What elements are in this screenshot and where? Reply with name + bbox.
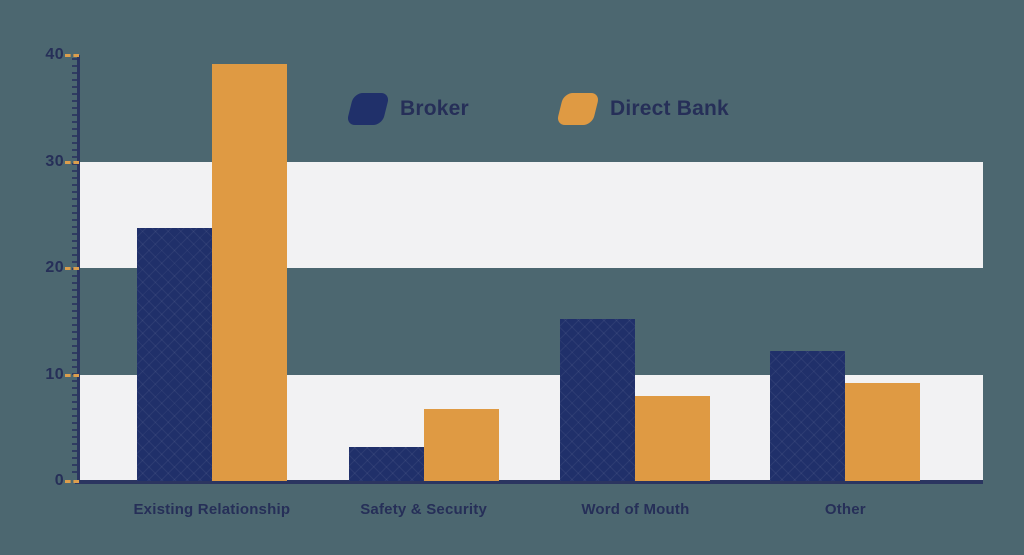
bar-broker-word-of-mouth xyxy=(560,319,636,481)
bar-direct-bank-other xyxy=(845,383,921,481)
y-tick-label-30: 30 xyxy=(45,152,64,170)
x-axis-label-existing-relationship: Existing Relationship xyxy=(133,501,291,518)
bar-broker-existing-relationship xyxy=(136,228,212,481)
bar-group-other xyxy=(770,351,921,481)
legend-label-direct-bank: Direct Bank xyxy=(610,97,729,120)
y-tick-mark-10 xyxy=(65,373,79,377)
x-axis-labels: Existing Relationship Safety & Security Wo… xyxy=(77,501,982,525)
legend: Broker Direct Bank xyxy=(0,92,1024,128)
x-axis-label-safety-security: Safety & Security xyxy=(360,501,488,518)
y-tick-label-0: 0 xyxy=(54,472,64,489)
bar-broker-safety-security xyxy=(348,447,424,481)
bar-group-safety-security xyxy=(348,409,499,481)
y-tick-mark-20 xyxy=(65,267,79,270)
bar-group-word-of-mouth xyxy=(560,319,711,481)
bar-direct-bank-existing-relationship xyxy=(211,64,287,481)
bar-direct-bank-word-of-mouth xyxy=(635,396,711,481)
bar-direct-bank-safety-security xyxy=(423,409,499,481)
x-axis-line xyxy=(75,480,983,484)
x-axis-label-other: Other xyxy=(824,501,866,518)
y-tick-mark-40 xyxy=(65,54,79,57)
y-tick-mark-30 xyxy=(65,160,79,164)
legend-label-broker: Broker xyxy=(400,97,469,120)
y-tick-mark-0 xyxy=(65,480,79,483)
y-tick-label-10: 10 xyxy=(45,365,64,383)
y-tick-label-20: 20 xyxy=(45,259,64,276)
y-tick-label-40: 40 xyxy=(45,46,64,63)
legend-swatch-direct-bank xyxy=(556,93,600,125)
legend-swatch-broker xyxy=(346,93,390,125)
legend-item-direct-bank: Direct Bank xyxy=(556,92,729,126)
x-axis-label-word-of-mouth: Word of Mouth xyxy=(581,501,690,518)
bar-broker-other xyxy=(770,351,846,481)
bar-group-existing-relationship xyxy=(136,64,287,481)
legend-item-broker: Broker xyxy=(346,92,469,126)
plot-area xyxy=(77,55,982,481)
